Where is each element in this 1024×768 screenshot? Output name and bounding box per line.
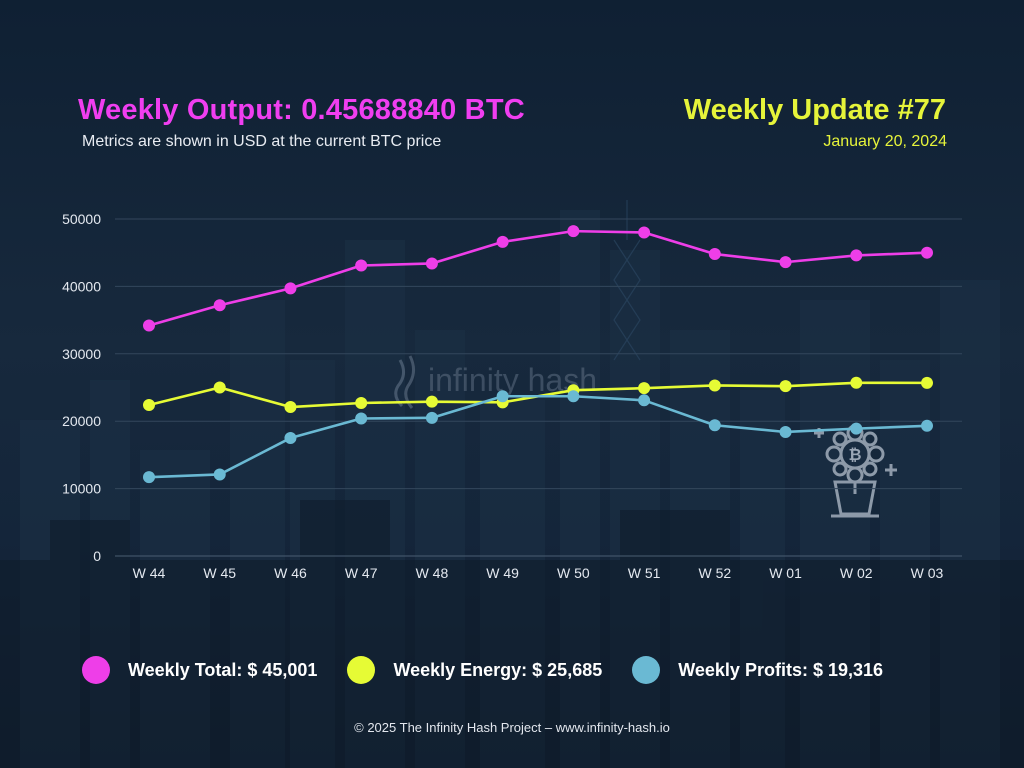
data-point-weekly-profits	[779, 425, 792, 438]
x-tick-label: W 50	[557, 565, 590, 581]
data-point-weekly-profits	[355, 412, 368, 425]
weekly-update-title: Weekly Update #77	[683, 94, 946, 126]
metrics-subtitle: Metrics are shown in USD at the current …	[82, 133, 442, 150]
y-tick-label: 0	[93, 548, 101, 564]
data-point-weekly-profits	[708, 419, 721, 432]
x-tick-label: W 47	[345, 565, 378, 581]
x-tick-label: W 01	[769, 565, 802, 581]
y-tick-label: 10000	[62, 481, 101, 497]
bitcoin-plant-icon: ₿	[814, 424, 897, 518]
y-tick-label: 30000	[62, 346, 101, 362]
data-point-weekly-total	[779, 256, 792, 269]
svg-text:₿: ₿	[848, 445, 861, 464]
data-point-weekly-profits	[284, 432, 297, 445]
legend-dot-total	[82, 656, 110, 684]
x-tick-label: W 44	[133, 565, 166, 581]
x-tick-label: W 46	[274, 565, 307, 581]
legend-label-total: Weekly Total: $ 45,001	[128, 659, 318, 680]
data-point-weekly-energy	[708, 379, 721, 392]
data-point-weekly-total	[496, 235, 509, 248]
x-tick-label: W 03	[911, 565, 944, 581]
legend-item-weekly-total: Weekly Total: $ 45,001	[82, 656, 317, 684]
data-point-weekly-profits	[567, 390, 580, 403]
data-point-weekly-total	[284, 282, 297, 295]
series-line-weekly-profits	[148, 394, 928, 479]
data-point-weekly-profits	[850, 422, 863, 435]
y-tick-label: 40000	[62, 278, 101, 294]
data-point-weekly-energy	[355, 397, 368, 410]
data-point-weekly-total	[567, 225, 580, 238]
legend-dot-profits	[632, 656, 661, 684]
data-point-weekly-profits	[496, 390, 509, 403]
infinity-hash-watermark: infinity hash	[388, 352, 668, 412]
legend-dot-energy	[347, 656, 376, 684]
data-point-weekly-energy	[638, 382, 651, 395]
data-point-weekly-total	[921, 246, 933, 259]
data-point-weekly-energy	[213, 381, 226, 394]
x-tick-label: W 48	[416, 565, 449, 581]
legend-item-weekly-profits: Weekly Profits: $ 19,316	[632, 656, 883, 684]
data-point-weekly-total	[708, 248, 721, 261]
data-point-weekly-total	[213, 299, 226, 312]
y-tick-label: 50000	[62, 211, 101, 227]
data-point-weekly-energy	[143, 399, 155, 412]
legend-label-profits: Weekly Profits: $ 19,316	[678, 659, 884, 680]
data-point-weekly-profits	[425, 411, 438, 424]
x-tick-label: W 52	[698, 565, 731, 581]
x-tick-label: W 51	[628, 565, 661, 581]
data-point-weekly-energy	[850, 376, 863, 389]
data-point-weekly-total	[355, 259, 368, 272]
data-point-weekly-profits	[921, 419, 933, 432]
series-line-weekly-energy	[148, 381, 928, 409]
data-point-weekly-energy	[284, 401, 297, 414]
y-tick-label: 20000	[62, 413, 101, 429]
legend-item-weekly-energy: Weekly Energy: $ 25,685	[347, 656, 602, 684]
update-date: January 20, 2024	[823, 133, 947, 150]
data-point-weekly-total	[143, 319, 155, 332]
data-point-weekly-total	[425, 257, 438, 270]
copyright-footer: © 2025 The Infinity Hash Project – www.i…	[354, 720, 670, 735]
data-point-weekly-energy	[425, 395, 438, 408]
data-point-weekly-profits	[213, 468, 226, 481]
x-tick-label: W 45	[203, 565, 236, 581]
weekly-output-title: Weekly Output: 0.45688840 BTC	[78, 94, 525, 126]
data-point-weekly-total	[638, 226, 651, 239]
data-point-weekly-profits	[143, 471, 155, 484]
data-point-weekly-energy	[921, 376, 933, 389]
data-point-weekly-profits	[638, 394, 651, 407]
data-point-weekly-energy	[779, 380, 792, 393]
series-line-weekly-total	[148, 229, 928, 327]
data-point-weekly-total	[850, 249, 863, 262]
x-tick-label: W 49	[486, 565, 519, 581]
x-tick-label: W 02	[840, 565, 873, 581]
legend-label-energy: Weekly Energy: $ 25,685	[393, 659, 603, 680]
chart-legend: Weekly Total: $ 45,001 Weekly Energy: $ …	[82, 654, 913, 686]
